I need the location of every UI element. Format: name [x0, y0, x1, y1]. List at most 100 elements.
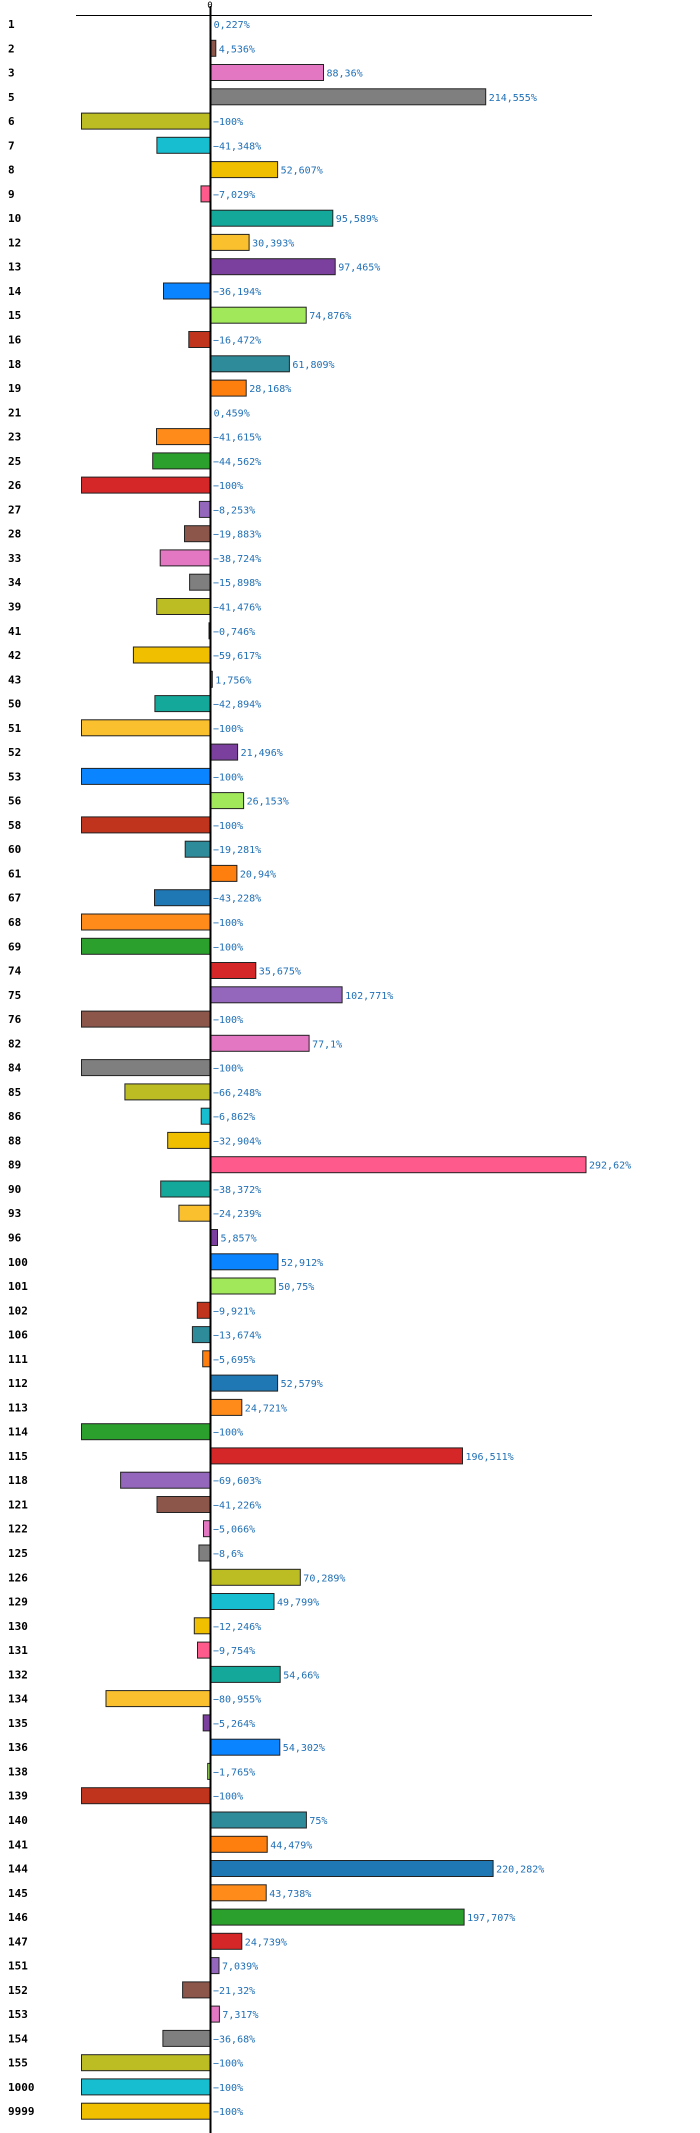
- value-label: −41,476%: [213, 602, 261, 613]
- value-label: 1,756%: [215, 675, 251, 686]
- value-label: 28,168%: [249, 384, 291, 395]
- bar: [209, 1811, 307, 1829]
- bar: [184, 525, 211, 543]
- bar: [154, 889, 211, 907]
- value-label: −7,029%: [213, 190, 255, 201]
- bar: [159, 549, 211, 567]
- category-label: 51: [8, 722, 22, 735]
- bar: [200, 1107, 211, 1125]
- value-label: −100%: [213, 1064, 243, 1075]
- bar: [202, 1350, 211, 1368]
- bar: [209, 379, 247, 397]
- bar: [209, 1738, 281, 1756]
- value-label: 35,675%: [259, 967, 301, 978]
- category-label: 18: [8, 358, 21, 371]
- value-label: 52,607%: [281, 166, 323, 177]
- value-label: 292,62%: [589, 1161, 631, 1172]
- bar: [209, 88, 487, 106]
- bar: [81, 112, 211, 130]
- bar: [209, 1593, 275, 1610]
- bar: [209, 1908, 465, 1926]
- bar: [197, 1641, 211, 1659]
- category-label: 61: [8, 867, 22, 880]
- bar: [124, 1083, 211, 1101]
- bar: [81, 937, 211, 955]
- bar: [167, 1131, 211, 1149]
- bar: [178, 1204, 211, 1222]
- category-label: 130: [8, 1620, 28, 1633]
- value-label: −0,746%: [213, 627, 255, 638]
- bar: [193, 1617, 211, 1635]
- value-label: 52,579%: [281, 1379, 323, 1390]
- value-label: 74,876%: [309, 311, 351, 322]
- category-label: 132: [8, 1668, 28, 1681]
- bar: [209, 1932, 243, 1950]
- bar: [202, 1714, 211, 1732]
- bar: [209, 962, 257, 979]
- value-label: 88,36%: [327, 69, 363, 80]
- value-label: −66,248%: [213, 1088, 261, 1099]
- bar: [81, 2102, 211, 2120]
- bar: [209, 1884, 267, 1902]
- category-label: 58: [8, 819, 21, 832]
- bar: [81, 476, 211, 494]
- bar: [209, 1156, 587, 1174]
- value-label: 95,589%: [336, 214, 378, 225]
- category-label: 101: [8, 1280, 28, 1293]
- bar: [81, 1010, 211, 1028]
- category-label: 139: [8, 1790, 28, 1803]
- bar: [81, 816, 211, 834]
- category-label: 152: [8, 1984, 28, 1997]
- value-label: −59,617%: [213, 651, 261, 662]
- category-label: 121: [8, 1498, 28, 1511]
- category-label: 129: [8, 1596, 28, 1609]
- category-label: 135: [8, 1717, 28, 1730]
- bar: [209, 355, 290, 373]
- bar: [209, 986, 343, 1004]
- value-label: 0,459%: [214, 408, 250, 419]
- value-label: −9,754%: [213, 1646, 255, 1657]
- value-label: −100%: [213, 1792, 243, 1803]
- value-label: −19,281%: [213, 845, 261, 856]
- value-label: 102,771%: [345, 991, 393, 1002]
- value-label: −36,68%: [213, 2034, 255, 2045]
- bar: [81, 913, 211, 931]
- category-label: 85: [8, 1086, 21, 1099]
- value-label: 220,282%: [496, 1865, 544, 1876]
- category-label: 136: [8, 1741, 28, 1754]
- category-label: 23: [8, 431, 21, 444]
- category-label: 100: [8, 1256, 28, 1269]
- category-label: 151: [8, 1960, 28, 1973]
- value-label: 61,809%: [292, 360, 334, 371]
- value-label: −100%: [213, 918, 243, 929]
- category-label: 14: [8, 285, 22, 298]
- category-label: 42: [8, 649, 21, 662]
- bar: [81, 719, 211, 737]
- bar: [154, 695, 211, 713]
- value-label: −1,765%: [213, 1767, 255, 1778]
- value-label: −100%: [213, 2107, 243, 2118]
- bar: [203, 1520, 211, 1538]
- category-label: 113: [8, 1401, 28, 1414]
- value-label: −38,724%: [213, 554, 261, 565]
- category-label: 5: [8, 91, 15, 104]
- category-label: 153: [8, 2008, 28, 2021]
- category-label: 60: [8, 843, 21, 856]
- value-label: −36,194%: [213, 287, 261, 298]
- value-label: 0,227%: [214, 20, 250, 31]
- bar: [209, 1277, 276, 1295]
- category-label: 86: [8, 1110, 22, 1123]
- value-label: 24,739%: [245, 1937, 287, 1948]
- bar: [156, 428, 211, 446]
- category-label: 52: [8, 746, 21, 759]
- value-label: −43,228%: [213, 894, 261, 905]
- value-label: −16,472%: [213, 336, 261, 347]
- category-label: 154: [8, 2032, 28, 2045]
- value-label: −32,904%: [213, 1136, 261, 1147]
- category-label: 141: [8, 1838, 28, 1851]
- value-label: −80,955%: [213, 1695, 261, 1706]
- value-label: −100%: [213, 117, 243, 128]
- value-label: −5,264%: [213, 1719, 255, 1730]
- category-label: 13: [8, 261, 21, 274]
